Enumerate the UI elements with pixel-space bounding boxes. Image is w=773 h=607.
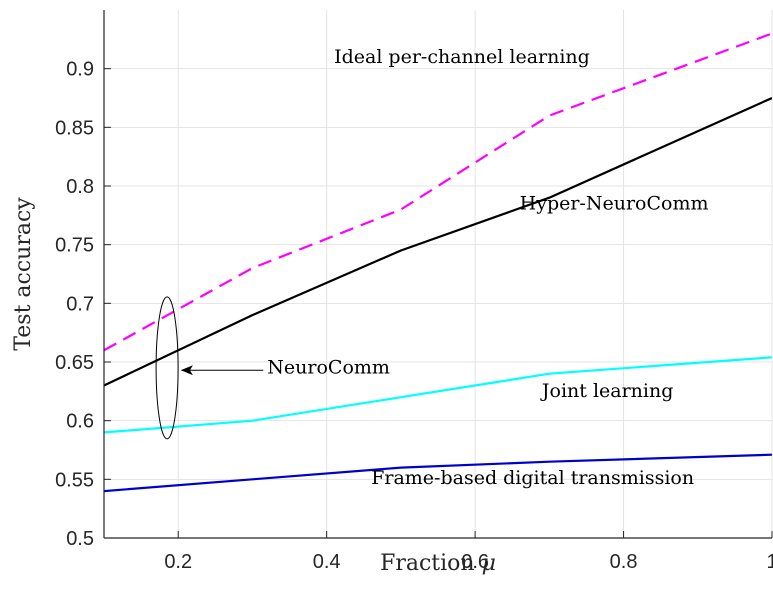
x-tick-label: 0.4 — [313, 551, 341, 573]
y-axis-label: Test accuracy — [11, 197, 36, 351]
series-line-frame-based-digital-transmission — [104, 453, 772, 493]
y-tick-label: 0.5 — [66, 528, 94, 550]
x-tick-label: 1 — [766, 551, 773, 573]
series-line-hyper-neurocomm — [104, 96, 772, 387]
y-tick-label: 0.8 — [66, 176, 94, 198]
ticks: 0.2 0.4 0.6 0.8 1 0.5 0.55 0.6 0.65 0.7 0.75 0.8 0.8… — [55, 59, 773, 573]
grid — [104, 10, 773, 539]
plot-background — [104, 10, 772, 538]
y-tick-label: 0.9 — [66, 59, 94, 81]
x-tick-label: 0.6 — [461, 551, 489, 573]
annotation-frame-based-digital-transmission: Frame-based digital transmission — [371, 467, 694, 489]
neurocomm-ellipse — [155, 296, 179, 440]
annotations: Ideal per-channel learning Hyper-NeuroCom… — [155, 46, 709, 489]
x-axis-label-text: Fraction — [380, 551, 475, 576]
y-tick-label: 0.55 — [55, 469, 94, 491]
y-tick-label: 0.7 — [66, 293, 94, 315]
annotation-hyper-neurocomm: Hyper-NeuroComm — [520, 192, 709, 214]
y-tick-label: 0.6 — [66, 411, 94, 433]
annotation-ideal-per-channel-learning: Ideal per-channel learning — [334, 46, 590, 68]
x-tick-label: 0.8 — [610, 551, 638, 573]
series-layer — [104, 32, 772, 493]
y-tick-label: 0.65 — [55, 352, 94, 374]
x-tick-label: 0.2 — [164, 551, 192, 573]
series-line-ideal-per-channel-learning — [104, 32, 772, 352]
annotation-joint-learning: Joint learning — [540, 380, 674, 402]
axes — [103, 10, 772, 539]
annotation-neurocomm: NeuroComm — [267, 357, 390, 379]
series-line-joint-learning — [104, 356, 772, 434]
y-tick-label: 0.75 — [55, 235, 94, 257]
y-tick-label: 0.85 — [55, 117, 94, 139]
x-axis-label-symbol: μ — [482, 551, 496, 576]
x-axis-label: Fraction μ — [380, 551, 496, 576]
